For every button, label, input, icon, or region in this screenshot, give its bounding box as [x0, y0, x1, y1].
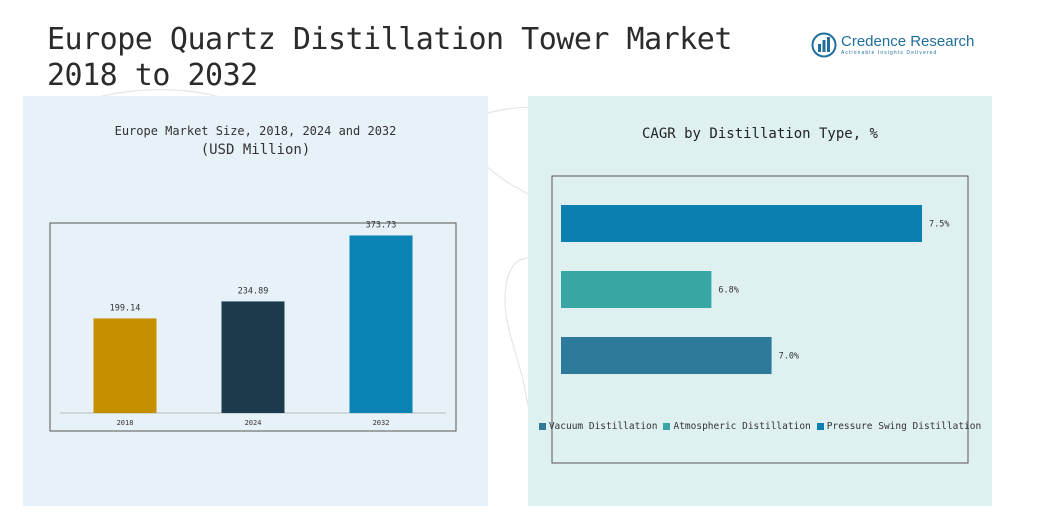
legend-item: Pressure Swing Distillation [816, 421, 982, 432]
market-category-label: 2018 [117, 419, 134, 427]
legend-swatch [816, 423, 824, 430]
market-category-label: 2024 [245, 419, 262, 427]
legend-item: Vacuum Distillation [538, 421, 658, 432]
legend-label: Atmospheric Distillation [673, 421, 811, 432]
legend-label: Pressure Swing Distillation [826, 421, 982, 432]
market-size-chart-subtitle: (USD Million) [200, 142, 311, 158]
cagr-value-label: 6.8% [718, 286, 738, 296]
credence-research-logo: Credence Research Actionable Insights De… [811, 30, 974, 60]
legend-label: Vacuum Distillation [548, 421, 658, 432]
market-value-label: 199.14 [110, 303, 141, 313]
cagr-plot-frame [551, 175, 969, 464]
market-size-plot-frame [49, 222, 457, 432]
cagr-bar-vacuum-distillation [561, 337, 772, 374]
cagr-bar-pressure-swing-distillation [561, 205, 922, 242]
page-title: Europe Quartz Distillation Tower Market … [47, 22, 732, 93]
cagr-chart-title: CAGR by Distillation Type, % [641, 126, 878, 142]
cagr-legend: Vacuum Distillation Atmospheric Distillat… [538, 421, 981, 432]
bar-chart-logo-icon [811, 32, 837, 58]
market-bar-2018 [93, 318, 157, 413]
cagr-bar-atmospheric-distillation [561, 271, 712, 308]
market-category-label: 2032 [373, 419, 390, 427]
cagr-value-label: 7.5% [929, 220, 949, 230]
legend-swatch [663, 423, 671, 430]
market-size-chart-title: Europe Market Size, 2018, 2024 and 2032 [114, 124, 397, 138]
market-bar-2024 [221, 301, 285, 413]
market-value-label: 234.89 [238, 286, 269, 296]
market-value-label: 373.73 [366, 220, 397, 230]
cagr-value-label: 7.0% [779, 352, 799, 362]
logo-tagline: Actionable Insights Delivered [841, 50, 938, 56]
market-bar-2032 [349, 235, 413, 413]
legend-swatch [538, 423, 546, 430]
logo-name: Credence Research [841, 33, 975, 50]
legend-item: Atmospheric Distillation [663, 421, 811, 432]
